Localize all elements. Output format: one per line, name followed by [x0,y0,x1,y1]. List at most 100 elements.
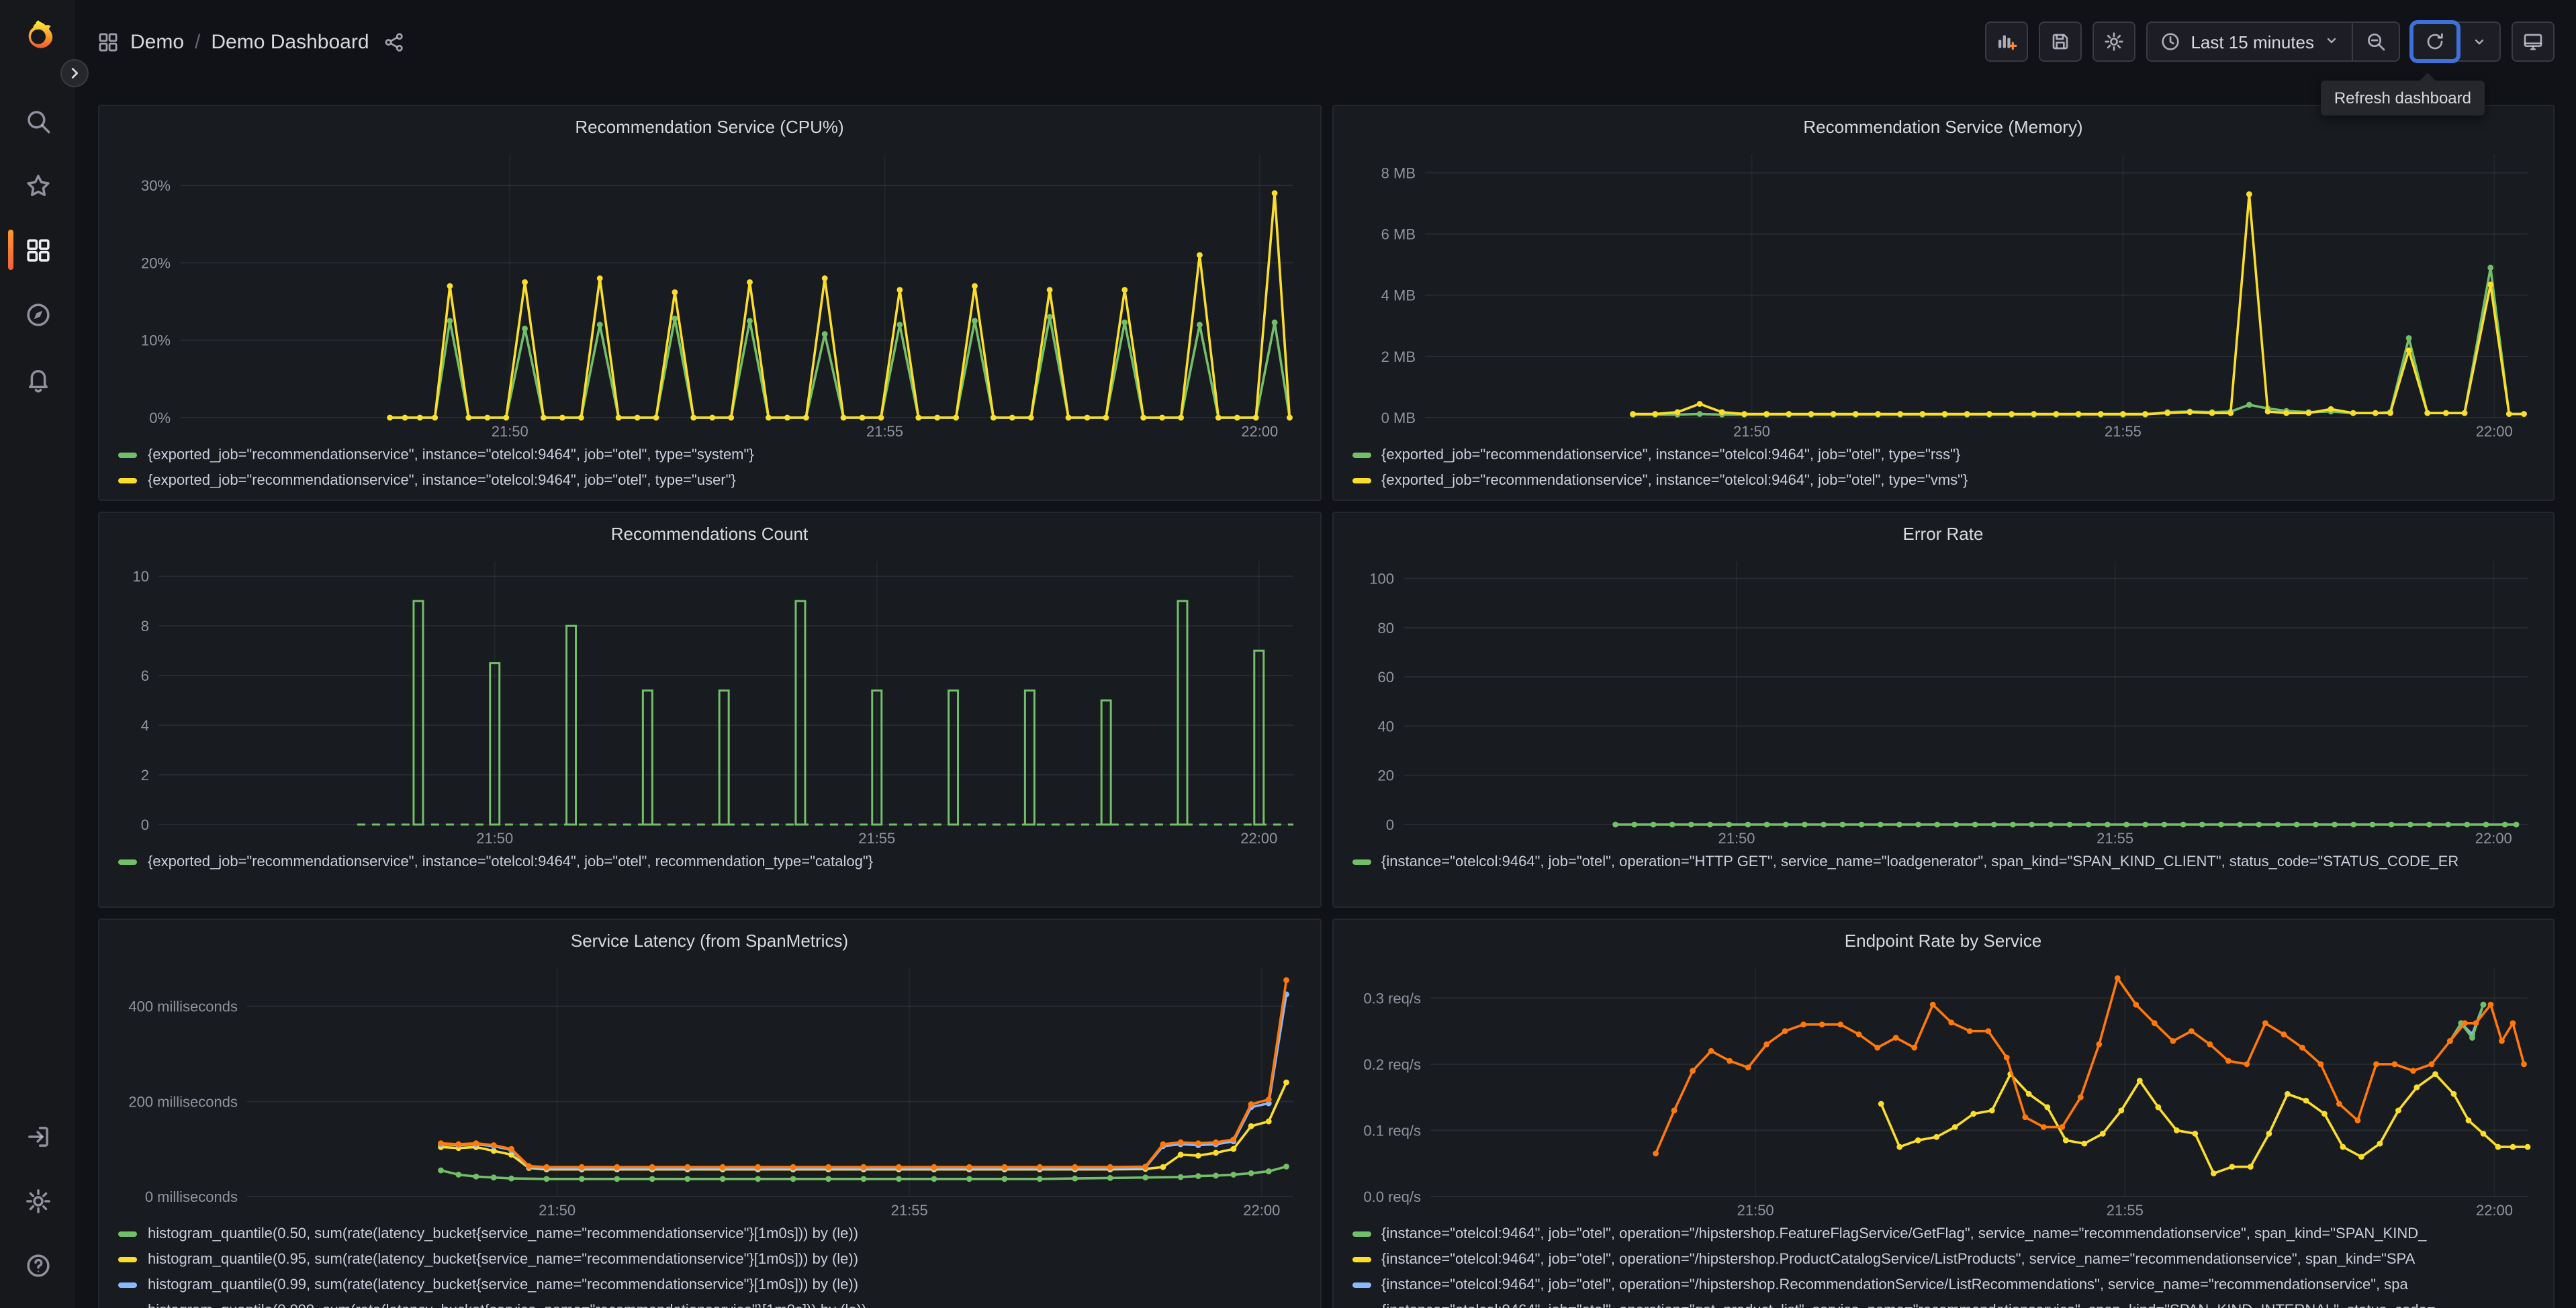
legend-item[interactable]: {exported_job="recommendationservice", i… [118,849,1309,874]
svg-text:21:55: 21:55 [858,830,895,847]
sidebar-item-starred[interactable] [0,153,75,218]
compass-icon [26,303,49,326]
legend-label: {exported_job="recommendationservice", i… [148,472,736,488]
svg-text:0 milliseconds: 0 milliseconds [145,1188,238,1205]
recommendations-count-chart[interactable]: 21:50 21:55 22:00 0 2 4 6 8 10 [110,551,1309,849]
svg-text:8 MB: 8 MB [1381,165,1415,181]
refresh-interval-dropdown[interactable] [2458,23,2499,60]
dashboard-toolbar: Last 15 minutes Refresh dashboard [1985,20,2555,115]
sidebar-expand-button[interactable] [60,59,89,87]
sidebar-item-sign-in[interactable] [0,1104,75,1168]
sidebar [0,0,89,1308]
refresh-group [2409,20,2501,63]
svg-text:400 milliseconds: 400 milliseconds [128,998,238,1015]
breadcrumb-section[interactable]: Demo [130,30,185,53]
add-panel-button[interactable] [1985,21,2029,62]
legend-label: {exported_job="recommendationservice", i… [148,853,874,870]
share-button[interactable] [380,28,408,56]
svg-text:2: 2 [141,767,149,784]
service-latency-chart[interactable]: 21:50 21:55 22:00 0 milliseconds 200 millise… [110,957,1309,1221]
legend-item[interactable]: histogram_quantile(0.999, sum(rate(laten… [118,1297,1309,1308]
legend-item[interactable]: {instance="otelcol:9464", job="otel", op… [1352,1221,2542,1246]
sidebar-bottom-menu [0,1104,75,1297]
dashboard-settings-button[interactable] [2092,21,2136,62]
svg-text:22:00: 22:00 [2475,423,2512,440]
chart-canvas[interactable]: 21:50 21:55 22:00 0% 10% 20% 30% [110,144,1309,442]
legend-item[interactable]: histogram_quantile(0.50, sum(rate(latenc… [118,1221,1309,1246]
legend-item[interactable]: histogram_quantile(0.99, sum(rate(latenc… [118,1272,1309,1297]
panel-recommendation-cpu: Recommendation Service (CPU%) 21:50 21:55… [98,105,1321,501]
svg-text:10: 10 [133,568,149,585]
save-dashboard-button[interactable] [2039,21,2082,62]
svg-text:40: 40 [1377,718,1393,735]
legend-label: histogram_quantile(0.95, sum(rate(latenc… [148,1251,859,1267]
panel-title[interactable]: Service Latency (from SpanMetrics) [570,931,849,951]
svg-text:22:00: 22:00 [2475,830,2512,847]
legend-item[interactable]: {instance="otelcol:9464", job="otel", op… [1352,1246,2542,1272]
error-rate-legend: {instance="otelcol:9464", job="otel", op… [1344,849,2542,874]
sidebar-item-help[interactable] [0,1233,75,1297]
refresh-button[interactable] [2409,20,2460,63]
sidebar-item-search[interactable] [0,89,75,153]
add-panel-icon [1998,35,2017,50]
legend-item[interactable]: {exported_job="recommendationservice", i… [118,442,1309,467]
svg-text:21:50: 21:50 [476,830,513,847]
endpoint-rate-legend: {instance="otelcol:9464", job="otel", op… [1344,1221,2542,1308]
chart-canvas[interactable]: 21:50 21:55 22:00 0 2 4 6 8 10 [110,551,1309,849]
sidebar-item-alerting[interactable] [0,346,75,411]
legend-item[interactable]: {exported_job="recommendationservice", i… [118,467,1309,492]
svg-text:0%: 0% [149,410,171,426]
legend-swatch [1352,1231,1371,1236]
grafana-logo-icon [28,19,52,48]
panel-title[interactable]: Recommendations Count [610,524,809,544]
svg-text:0.1 req/s: 0.1 req/s [1363,1122,1420,1139]
time-range-button[interactable]: Last 15 minutes [2148,23,2352,60]
chevron-down-icon [2324,32,2340,52]
legend-item[interactable]: {instance="otelcol:9464", job="otel", op… [1352,1272,2542,1297]
grafana-logo[interactable] [0,0,75,70]
sidebar-item-settings[interactable] [0,1168,75,1233]
svg-text:6: 6 [141,667,149,684]
panel-title[interactable]: Recommendation Service (CPU%) [575,117,844,137]
service-latency-legend: histogram_quantile(0.50, sum(rate(latenc… [110,1221,1309,1308]
zoom-out-icon [2368,34,2385,51]
legend-item[interactable]: {exported_job="recommendationservice", i… [1352,467,2542,492]
panel-title[interactable]: Recommendation Service (Memory) [1803,117,2083,137]
chart-canvas[interactable]: 21:50 21:55 22:00 0 20 40 60 80 100 [1344,551,2543,849]
svg-text:20%: 20% [141,254,171,271]
svg-text:10%: 10% [141,332,171,349]
chart-canvas[interactable]: 21:50 21:55 22:00 0.0 req/s 0.1 req/s 0.2 req… [1344,957,2543,1221]
legend-swatch [1352,859,1371,864]
chart-canvas[interactable]: 21:50 21:55 22:00 0 milliseconds 200 millise… [110,957,1309,1221]
cpu-chart[interactable]: 21:50 21:55 22:00 0% 10% 20% 30% [110,144,1309,442]
breadcrumb: Demo / Demo Dashboard [97,28,408,56]
legend-item[interactable]: {exported_job="recommendationservice", i… [1352,442,2542,467]
legend-swatch [118,1282,137,1287]
endpoint-rate-chart[interactable]: 21:50 21:55 22:00 0.0 req/s 0.1 req/s 0.2 req… [1344,957,2542,1221]
chart-canvas[interactable]: 21:50 21:55 22:00 0 MB 2 MB 4 MB 6 MB 8 MB [1344,144,2543,442]
panel-title[interactable]: Error Rate [1902,524,1984,544]
error-rate-chart[interactable]: 21:50 21:55 22:00 0 20 40 60 80 100 [1344,551,2542,849]
legend-label: histogram_quantile(0.99, sum(rate(latenc… [148,1276,859,1293]
panel-title[interactable]: Endpoint Rate by Service [1844,931,2042,951]
legend-label: {instance="otelcol:9464", job="otel", op… [1381,1251,2416,1267]
memory-chart[interactable]: 21:50 21:55 22:00 0 MB 2 MB 4 MB 6 MB 8 MB [1344,144,2542,442]
legend-item[interactable]: histogram_quantile(0.95, sum(rate(latenc… [118,1246,1309,1272]
legend-swatch [118,477,137,483]
sidebar-item-dashboards[interactable] [0,218,75,282]
legend-swatch [1352,1256,1371,1262]
svg-text:2 MB: 2 MB [1381,348,1415,365]
clock-icon [2162,33,2180,50]
sidebar-item-explore[interactable] [0,282,75,346]
legend-swatch [118,1231,137,1236]
zoom-out-button[interactable] [2352,23,2399,60]
cycle-view-mode-button[interactable] [2512,21,2555,62]
legend-item[interactable]: {instance="otelcol:9464", job="otel", op… [1352,849,2542,874]
legend-swatch [1352,1282,1371,1287]
legend-label: {exported_job="recommendationservice", i… [1381,447,1961,463]
svg-text:0.3 req/s: 0.3 req/s [1363,990,1420,1007]
legend-item[interactable]: {instance="otelcol:9464", job="otel", op… [1352,1297,2542,1308]
panel-recommendations-count: Recommendations Count 21:50 21:55 22:00 0 2 4… [98,512,1321,908]
legend-swatch [118,859,137,864]
